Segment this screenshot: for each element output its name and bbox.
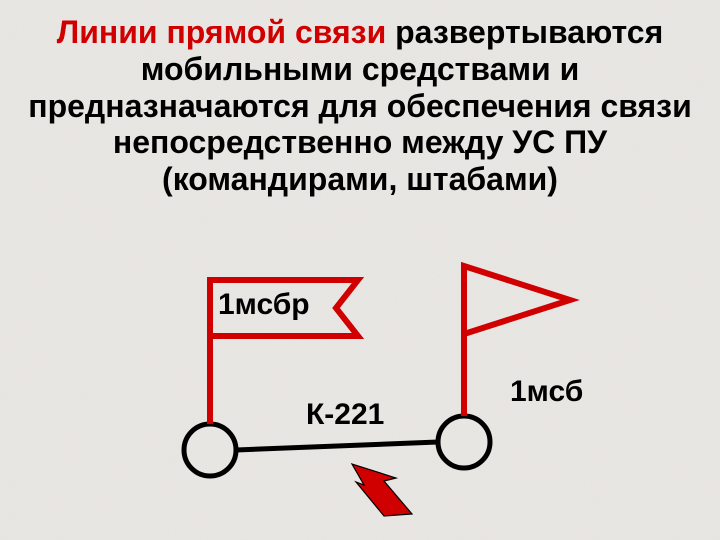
link-line — [236, 442, 438, 450]
heading-red: Линии прямой связи — [57, 14, 386, 50]
node-left — [184, 424, 236, 476]
flag-right-label: 1мсб — [510, 375, 583, 409]
flag-right-shape — [464, 266, 570, 334]
link-label: К-221 — [306, 398, 384, 432]
flag-left-label: 1мсбр — [218, 288, 310, 322]
pointer-arrow-icon — [352, 464, 412, 516]
heading-text: Линии прямой связи развертываются мобиль… — [0, 14, 720, 198]
node-right — [438, 416, 490, 468]
